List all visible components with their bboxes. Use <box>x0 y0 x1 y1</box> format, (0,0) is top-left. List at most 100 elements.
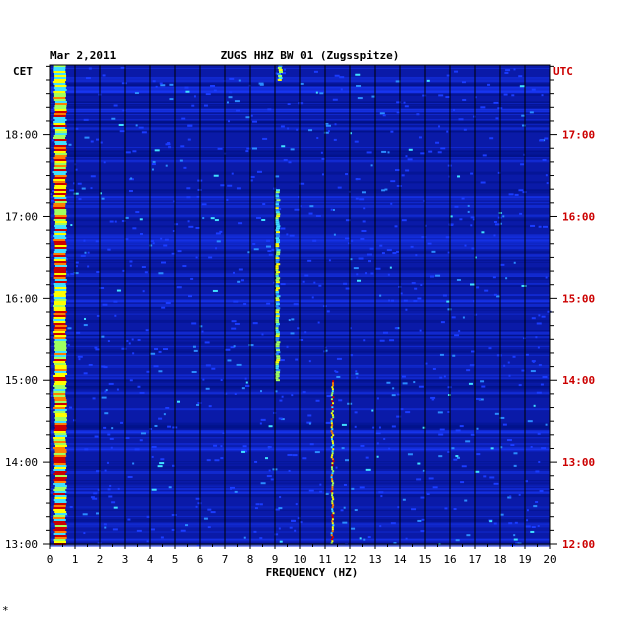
noise-speck <box>449 223 454 226</box>
x-tick-label: 20 <box>543 553 556 566</box>
feature-cell <box>54 387 67 389</box>
noise-speck <box>340 509 344 512</box>
noise-speck <box>229 486 235 489</box>
noise-speck <box>247 251 251 254</box>
noise-speck <box>541 447 547 450</box>
noise-speck <box>396 415 402 418</box>
noise-speck <box>384 188 388 191</box>
feature-cell <box>275 345 280 348</box>
feature-cell <box>54 429 67 431</box>
noise-speck <box>319 483 322 486</box>
noise-speck <box>494 223 500 226</box>
feature-cell <box>53 407 66 409</box>
noise-speck <box>176 286 182 289</box>
noise-speck <box>518 493 521 496</box>
noise-speck <box>355 197 359 200</box>
chart-date: Mar 2,2011 <box>50 49 117 62</box>
feature-cell <box>330 538 333 541</box>
noise-speck <box>225 348 231 351</box>
feature-cell <box>54 531 67 533</box>
noise-speck <box>363 538 366 541</box>
noise-speck <box>320 151 323 154</box>
noise-speck <box>279 496 282 499</box>
feature-cell <box>53 71 66 73</box>
noise-speck <box>281 395 284 398</box>
noise-speck <box>519 212 523 215</box>
noise-speck <box>116 388 119 391</box>
feature-cell <box>54 523 67 525</box>
noise-speck <box>361 191 366 194</box>
noise-speck <box>395 80 401 83</box>
feature-cell <box>331 414 334 417</box>
noise-speck <box>265 245 271 248</box>
feature-cell <box>276 215 281 218</box>
noise-speck <box>141 131 147 134</box>
noise-speck <box>119 130 125 133</box>
feature-cell <box>331 520 334 523</box>
feature-cell <box>54 415 67 417</box>
noise-speck <box>245 150 249 153</box>
feature-cell <box>54 421 67 423</box>
noise-speck <box>311 296 314 299</box>
feature-cell <box>277 79 282 81</box>
feature-cell <box>54 185 67 187</box>
feature-cell <box>54 413 67 415</box>
noise-speck <box>168 146 172 149</box>
noise-speck <box>251 147 257 150</box>
feature-cell <box>332 448 335 451</box>
noise-speck <box>317 321 320 324</box>
feature-cell <box>331 458 334 461</box>
noise-speck <box>332 208 335 211</box>
x-tick-labels: 0 1 2 3 4 5 6 7 8 9 10 11 12 13 14 15 16 17 18 19 20 <box>47 553 557 566</box>
noise-speck <box>302 391 306 394</box>
feature-cell <box>53 391 66 393</box>
noise-speck <box>151 163 156 166</box>
feature-cell <box>331 472 334 475</box>
noise-speck <box>196 403 200 406</box>
noise-speck <box>279 540 283 543</box>
x-tick-label: 1 <box>72 553 79 566</box>
noise-speck <box>52 171 56 174</box>
noise-speck <box>480 181 486 184</box>
noise-speck <box>314 451 320 454</box>
noise-speck <box>541 315 546 318</box>
feature-cell <box>54 443 67 445</box>
feature-cell <box>275 315 280 318</box>
noise-speck <box>428 150 433 153</box>
noise-speck <box>469 364 475 367</box>
feature-cell <box>53 95 66 97</box>
noise-speck <box>212 289 218 292</box>
noise-speck <box>177 250 182 253</box>
feature-cell <box>53 297 66 299</box>
noise-speck <box>531 317 536 320</box>
noise-speck <box>104 412 109 415</box>
noise-speck <box>255 216 261 219</box>
noise-speck <box>168 486 172 489</box>
noise-speck <box>195 505 198 508</box>
y-left-tick-label: 17:00 <box>5 210 38 223</box>
x-tick-label: 11 <box>318 553 331 566</box>
feature-cell <box>54 171 67 173</box>
noise-speck <box>197 188 202 191</box>
noise-speck <box>427 242 432 245</box>
feature-cell <box>53 69 66 71</box>
feature-cell <box>54 369 67 371</box>
noise-speck <box>540 383 544 386</box>
noise-speck <box>279 399 283 402</box>
noise-speck <box>210 85 216 88</box>
feature-cell <box>54 477 67 479</box>
noise-speck <box>135 124 138 127</box>
noise-speck <box>73 272 79 275</box>
noise-speck <box>291 519 297 522</box>
x-tick-label: 3 <box>122 553 129 566</box>
noise-speck <box>121 220 126 223</box>
noise-speck <box>139 218 143 221</box>
noise-speck <box>274 508 280 511</box>
feature-cell <box>276 369 281 372</box>
feature-cell <box>331 450 334 453</box>
feature-cell <box>274 265 279 268</box>
noise-speck <box>96 138 100 141</box>
noise-speck <box>266 239 271 242</box>
feature-cell <box>54 101 67 103</box>
feature-cell <box>54 103 67 105</box>
